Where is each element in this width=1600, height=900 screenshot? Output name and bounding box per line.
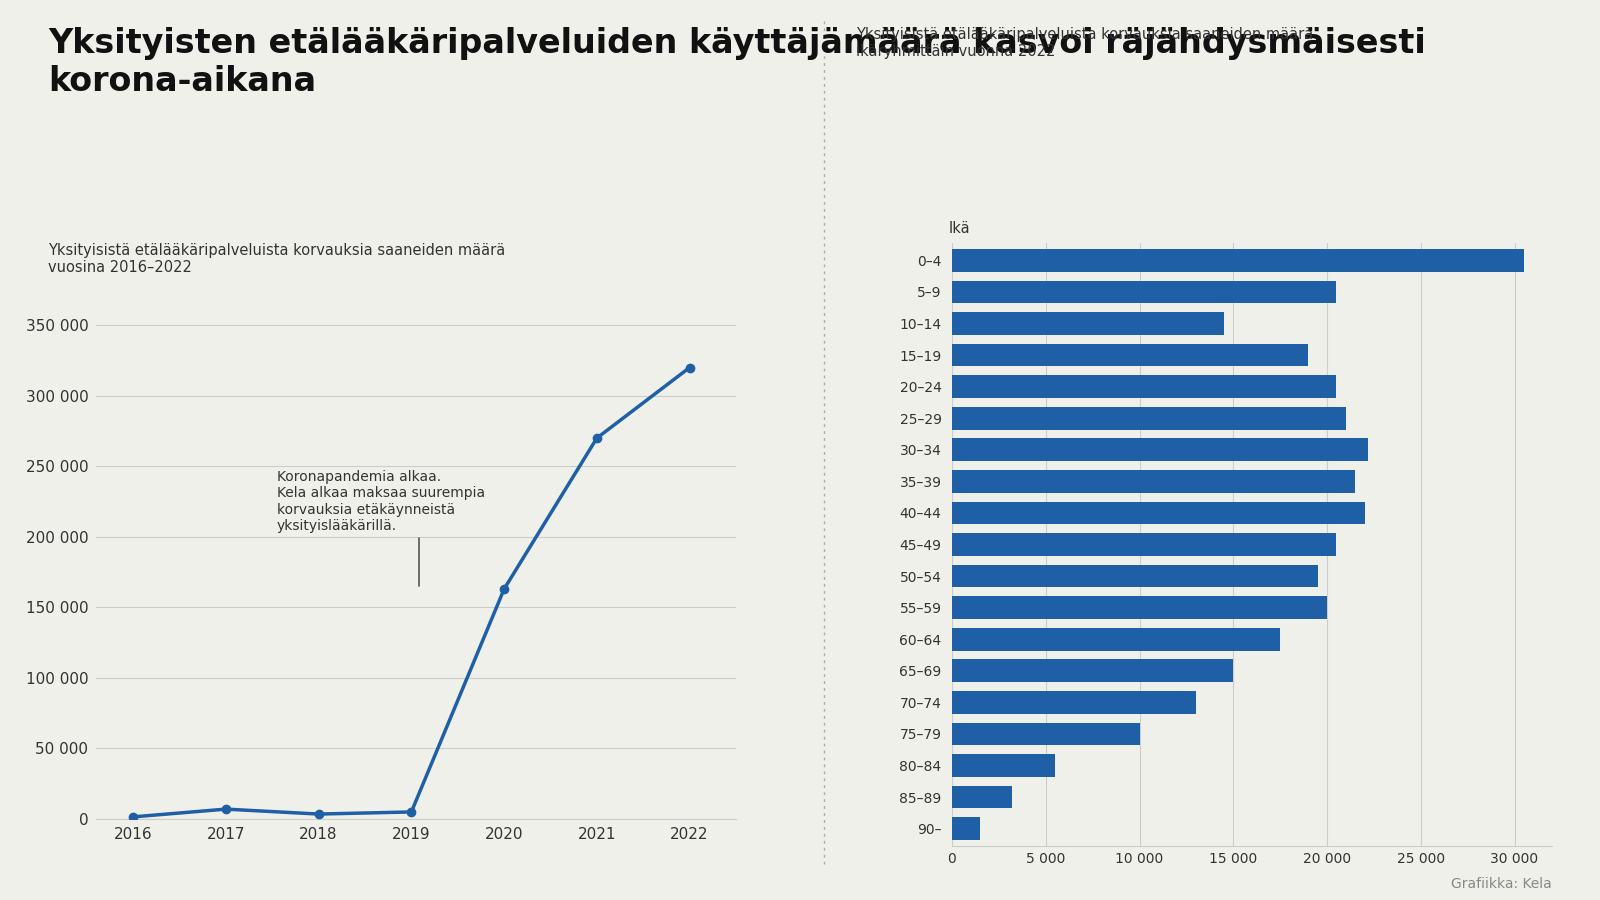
Bar — [952, 438, 1368, 461]
Text: Koronapandemia alkaa.
Kela alkaa maksaa suurempia
korvauksia etäkäynneistä
yksit: Koronapandemia alkaa. Kela alkaa maksaa … — [277, 471, 485, 586]
Text: Yksityisistä etälääkäripalveluista korvauksia saaneiden määrä
vuosina 2016–2022: Yksityisistä etälääkäripalveluista korva… — [48, 243, 506, 275]
Bar — [952, 597, 1326, 619]
Bar — [952, 375, 1336, 398]
Bar — [952, 564, 1318, 588]
Text: Yksityisten etälääkäripalveluiden käyttäjämäärä kasvoi räjähdysmäisesti
korona-a: Yksityisten etälääkäripalveluiden käyttä… — [48, 27, 1426, 98]
Bar — [952, 407, 1346, 429]
Bar — [952, 312, 1224, 335]
Bar — [952, 628, 1280, 651]
Text: Grafiikka: Kela: Grafiikka: Kela — [1451, 877, 1552, 891]
Bar — [952, 281, 1336, 303]
Bar — [952, 344, 1309, 366]
Bar — [952, 691, 1195, 714]
Bar — [952, 501, 1365, 525]
Bar — [952, 660, 1234, 682]
Bar — [952, 754, 1054, 777]
Bar — [952, 533, 1336, 556]
Bar — [952, 470, 1355, 492]
Bar — [952, 817, 981, 840]
Bar — [952, 786, 1013, 808]
Bar — [952, 249, 1523, 272]
Text: Ikä: Ikä — [949, 220, 971, 236]
Bar — [952, 723, 1139, 745]
Text: Yksityisistä etälääkäripalveluista korvauksia saaneiden määrä
ikäryhmittäin vuon: Yksityisistä etälääkäripalveluista korva… — [856, 27, 1314, 59]
